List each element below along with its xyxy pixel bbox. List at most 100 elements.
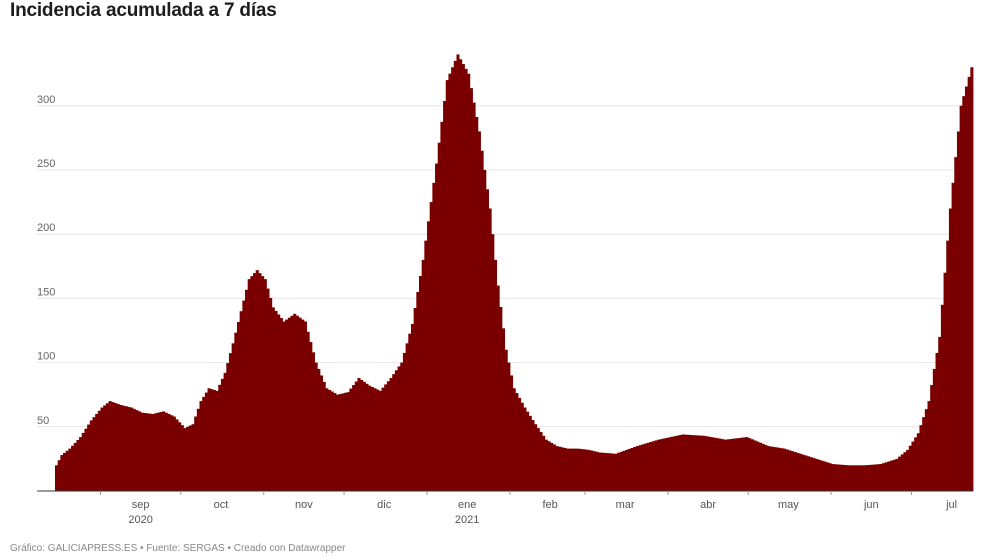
bar: [903, 452, 907, 491]
bar: [143, 412, 147, 491]
bar: [849, 465, 853, 491]
bar: [611, 453, 615, 491]
bar: [167, 413, 171, 491]
x-tick-label: may: [778, 499, 799, 511]
bar: [879, 464, 883, 491]
bar: [427, 221, 431, 491]
bar: [748, 438, 752, 491]
bar: [373, 388, 377, 491]
bar: [930, 385, 934, 491]
bar: [202, 396, 206, 491]
bar: [274, 310, 278, 491]
bar: [247, 279, 251, 491]
bar: [188, 425, 192, 491]
bar: [785, 449, 789, 491]
x-tick-label: ene: [458, 499, 476, 511]
bar: [245, 289, 249, 491]
bar: [962, 96, 966, 492]
bar: [568, 448, 572, 491]
bar: [935, 352, 939, 491]
bar: [319, 375, 324, 491]
bar: [170, 415, 174, 491]
bar: [223, 372, 227, 491]
bar: [499, 306, 503, 491]
bar: [622, 450, 626, 491]
bar: [429, 202, 433, 491]
bar: [410, 324, 415, 491]
bar: [418, 275, 423, 491]
bar: [515, 393, 519, 491]
bar: [261, 276, 265, 491]
bar: [159, 412, 163, 491]
bar: [60, 455, 64, 491]
x-tick-label: abr: [700, 499, 716, 511]
bar: [81, 432, 85, 491]
bar: [220, 378, 225, 491]
bar: [531, 420, 535, 491]
bar: [828, 463, 832, 491]
bar: [485, 189, 489, 491]
bar: [871, 464, 875, 491]
bar: [370, 386, 374, 491]
bar: [740, 437, 744, 491]
bar: [831, 464, 835, 491]
bar: [394, 370, 398, 491]
bar: [686, 434, 690, 491]
bar: [73, 442, 77, 491]
bar: [349, 388, 353, 491]
bar: [670, 436, 674, 491]
bar: [111, 402, 115, 491]
bar: [560, 447, 564, 491]
bar: [218, 384, 222, 491]
bar: [309, 342, 313, 491]
bar: [135, 410, 139, 491]
bar: [314, 362, 318, 491]
bar: [579, 448, 583, 491]
bar: [662, 438, 666, 491]
bar: [587, 449, 591, 491]
bar: [467, 73, 471, 492]
bar: [801, 454, 805, 491]
bar: [791, 451, 795, 491]
bar: [924, 409, 928, 491]
bar: [127, 406, 131, 491]
bar: [100, 407, 104, 491]
bar: [721, 439, 725, 491]
x-tick-year-label: 2021: [455, 514, 479, 526]
bar: [65, 450, 69, 491]
bar: [932, 369, 936, 491]
bar: [124, 406, 128, 491]
bar: [782, 448, 787, 491]
bar: [79, 437, 83, 491]
bar: [737, 438, 741, 491]
bar: [341, 393, 345, 491]
x-axis: sep 2020 oct nov dic ene 2021 feb mar abr may jun ju…: [99, 491, 957, 526]
bar: [598, 452, 602, 491]
y-tick-label: 100: [37, 351, 55, 363]
bar: [745, 437, 749, 491]
bar: [258, 273, 262, 491]
bar: [625, 449, 629, 491]
bar-series: [55, 54, 974, 492]
bar: [526, 411, 530, 491]
bar: [855, 465, 859, 491]
bar: [453, 60, 457, 492]
bar: [234, 332, 238, 491]
bar: [172, 416, 176, 491]
bar: [357, 378, 361, 491]
bar: [344, 392, 348, 491]
bar: [700, 435, 704, 492]
bar: [194, 416, 198, 491]
bar: [919, 425, 923, 491]
bar: [718, 438, 722, 491]
x-tick-label: oct: [214, 499, 229, 511]
bar: [376, 389, 380, 491]
bar: [338, 394, 342, 491]
bar: [914, 437, 918, 491]
bar: [841, 464, 845, 491]
bar: [512, 388, 516, 491]
bar: [113, 403, 117, 491]
bar: [691, 435, 696, 491]
bar: [295, 315, 299, 491]
bar: [951, 182, 955, 491]
